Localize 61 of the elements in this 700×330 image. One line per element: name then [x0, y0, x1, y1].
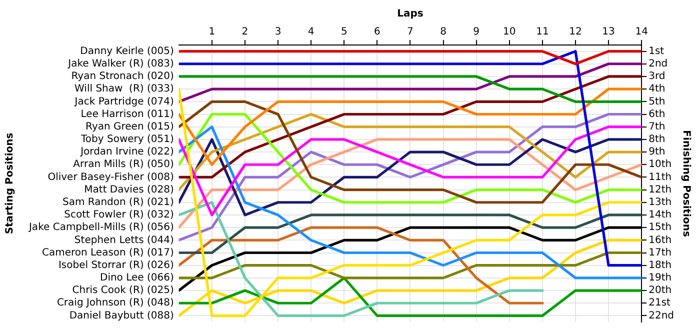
y-tick-label: 21st: [648, 298, 671, 309]
y-tick-label: 17th: [648, 247, 672, 258]
y-tick-label: 12th: [648, 184, 672, 196]
y-tick-label: 11th: [648, 172, 672, 183]
x-tick-label: 7: [407, 26, 414, 38]
y-tick-label: 22nd: [648, 310, 674, 322]
x-tick-label: 13: [602, 26, 615, 38]
y-tick-label: 5th: [648, 96, 666, 108]
x-tick-label: 14: [635, 26, 648, 38]
series-label: Will Shaw (R) (033): [74, 84, 174, 95]
y-tick-label: 15th: [648, 222, 672, 234]
x-tick-label: 11: [536, 26, 549, 38]
text: Starting Positions: [4, 132, 16, 234]
series-label: Ryan Stronach (020): [71, 71, 174, 82]
y-tick-label: 9th: [648, 146, 666, 158]
series-label: Matt Davies (028): [84, 184, 174, 196]
x-axis-title: Laps: [397, 8, 424, 20]
y-tick-label: 10th: [648, 159, 672, 170]
x-tick-label: 5: [340, 26, 348, 38]
y-tick-label: 6th: [648, 108, 666, 120]
series-label: Jack Partridge (074): [74, 96, 174, 108]
x-tick-label: 10: [503, 26, 516, 38]
y-tick-label: 1st: [648, 46, 664, 57]
y-tick-label: 13th: [648, 196, 672, 208]
series-label: Stephen Letts (044): [74, 234, 174, 246]
y-tick-label: 2nd: [648, 58, 668, 70]
x-tick-label: 9: [473, 26, 480, 38]
series-label: Toby Sowery (051): [80, 134, 174, 146]
y-tick-label: 16th: [648, 234, 672, 246]
y-tick-label: 3rd: [648, 71, 666, 82]
y-axis-title: Finishing Positions: [680, 130, 692, 237]
y-tick-label: 18th: [648, 260, 672, 271]
series-label: Arran Mills (R) (050): [73, 159, 174, 170]
series-label: Jordan Irvine (022): [80, 146, 174, 158]
series-label: Lee Harrison (011): [80, 108, 174, 120]
series-label: Craig Johnson (R) (048): [56, 298, 174, 309]
x-tick-label: 4: [308, 26, 314, 38]
x-tick-label: 3: [274, 26, 282, 38]
y-tick-label: 20th: [648, 285, 672, 296]
series-label: Jake Campbell-Mills (R) (056): [28, 222, 174, 234]
x-tick-label: 1: [208, 26, 216, 38]
x-tick-label: 8: [440, 26, 446, 38]
series-label: Danny Keirle (005): [80, 46, 174, 57]
series-label: Chris Cook (R) (025): [72, 285, 174, 296]
y-tick-label: 8th: [648, 134, 666, 146]
x-tick-label: 12: [569, 26, 582, 38]
series-label: Ryan Green (015): [86, 121, 174, 132]
series-label: Oliver Basey-Fisher (008): [48, 172, 174, 183]
x-tick-label: 2: [242, 26, 248, 38]
series-label: Isobel Storrar (R) (026): [58, 260, 174, 271]
y-tick-label: 4th: [648, 84, 666, 95]
y-tick-label: 19th: [648, 272, 672, 284]
y-tick-label: 7th: [648, 121, 666, 132]
series-label: Dino Lee (066): [100, 272, 174, 284]
series-label: Scott Fowler (R) (032): [64, 210, 174, 221]
y-tick-label: 14th: [648, 210, 672, 221]
series-label: Sam Randon (R) (021): [62, 196, 174, 208]
x-tick-label: 6: [374, 26, 380, 38]
series-label: Cameron Leason (R) (017): [42, 247, 174, 258]
series-label: Jake Walker (R) (083): [67, 58, 174, 70]
series-label: Daniel Baybutt (088): [69, 310, 174, 322]
